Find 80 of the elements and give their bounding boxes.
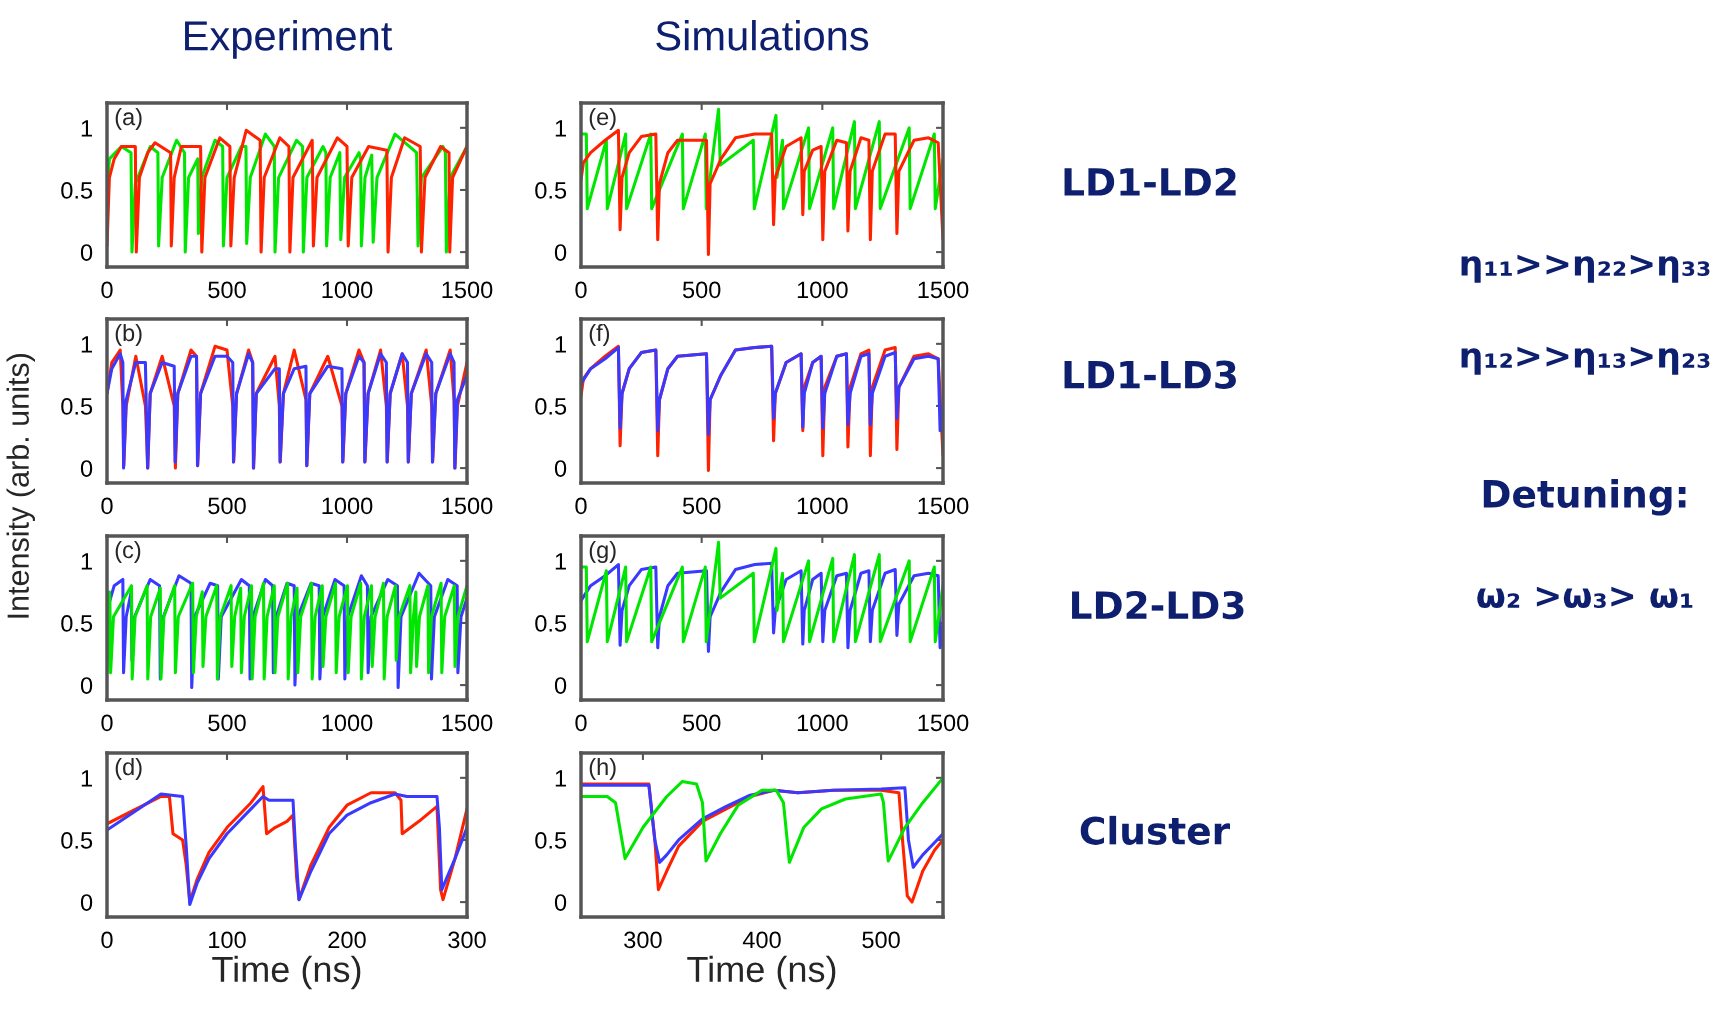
- y-tick-label: 0: [554, 244, 567, 261]
- x-tick-label: 0: [101, 931, 113, 949]
- y-tick-label: 0.5: [535, 398, 567, 415]
- text: LD1-LD2: [1064, 167, 1236, 196]
- x-tick-label: 500: [682, 497, 721, 515]
- annotation: (b): [115, 323, 142, 346]
- y-tick-label: 0: [80, 894, 93, 911]
- x-tick-label: 1500: [918, 281, 969, 299]
- x-tick-label: 500: [682, 714, 721, 732]
- y-tick-label: 0: [554, 460, 567, 477]
- chart-title: Simulations: [656, 20, 869, 51]
- x-tick-label: 1000: [797, 497, 848, 515]
- annotation: (f): [589, 323, 610, 346]
- y-tick-label: 0.5: [535, 615, 567, 632]
- annotation: (d): [115, 757, 142, 780]
- y-axis-title: Intensity (arb. units): [6, 354, 35, 618]
- x-tick-label: 0: [575, 497, 587, 515]
- y-tick-label: 1: [555, 553, 566, 570]
- y-tick-label: 1: [555, 770, 566, 787]
- y-tick-label: 0: [80, 244, 93, 261]
- x-axis-title: Time (ns): [212, 955, 361, 990]
- y-tick-label: 0: [80, 460, 93, 477]
- line-series: [581, 128, 943, 257]
- y-tick-label: 1: [81, 336, 92, 353]
- x-tick-label: 500: [682, 281, 721, 299]
- x-tick-label: 0: [101, 497, 113, 515]
- y-tick-label: 1: [555, 120, 566, 137]
- y-tick-label: 0: [80, 677, 93, 694]
- x-tick-label: 1500: [442, 714, 493, 732]
- chart-title: Experiment: [185, 20, 393, 59]
- x-axis-title: Time (ns): [687, 955, 836, 990]
- x-tick-label: 300: [624, 931, 662, 949]
- line-series: [107, 581, 467, 681]
- x-tick-label: 0: [101, 714, 113, 732]
- annotation: (c): [115, 540, 141, 563]
- x-tick-label: 1500: [442, 497, 493, 515]
- text: LD1-LD3: [1064, 360, 1236, 389]
- y-tick-label: 0.5: [61, 615, 93, 632]
- x-tick-label: 500: [208, 714, 246, 732]
- x-tick-label: 0: [101, 281, 113, 299]
- y-tick-label: 0.5: [535, 832, 567, 849]
- y-tick-label: 0.5: [535, 182, 567, 199]
- y-tick-label: 1: [81, 553, 92, 570]
- x-tick-label: 1500: [918, 714, 969, 732]
- x-tick-label: 0: [575, 281, 587, 299]
- x-tick-label: 0: [575, 714, 587, 732]
- x-tick-label: 400: [742, 931, 781, 949]
- text: Detuning:: [1483, 478, 1686, 516]
- y-tick-label: 0.5: [61, 398, 93, 415]
- x-tick-label: 300: [448, 931, 486, 949]
- x-tick-label: 200: [328, 931, 366, 949]
- line-series: [581, 540, 943, 644]
- x-tick-label: 100: [209, 931, 246, 949]
- x-tick-label: 1000: [322, 714, 373, 732]
- line-series: [581, 344, 943, 437]
- y-tick-label: 1: [81, 120, 92, 137]
- x-tick-label: 500: [208, 281, 246, 299]
- x-tick-label: 500: [862, 931, 900, 949]
- y-tick-label: 0.5: [61, 182, 93, 199]
- y-tick-label: 1: [555, 336, 566, 353]
- annotation: (h): [589, 757, 616, 780]
- y-tick-label: 1: [81, 770, 92, 787]
- text: η₁₁>>η₂₂>η₃₃: [1461, 254, 1710, 283]
- x-tick-label: 500: [208, 497, 246, 515]
- x-tick-label: 1000: [322, 281, 373, 299]
- text: η₁₂>>η₁₃>η₂₃: [1461, 346, 1710, 375]
- x-tick-label: 1500: [918, 497, 969, 515]
- annotation: (a): [115, 107, 142, 130]
- y-tick-label: 0: [554, 677, 567, 694]
- x-tick-label: 1000: [322, 497, 373, 515]
- annotation: (e): [589, 107, 616, 130]
- x-tick-label: 1000: [797, 281, 848, 299]
- text: LD2-LD3: [1072, 590, 1244, 620]
- annotation: (g): [589, 540, 616, 563]
- text: ω₂ >ω₃> ω₁: [1477, 586, 1693, 609]
- x-tick-label: 1000: [797, 714, 848, 732]
- y-tick-label: 0: [554, 894, 567, 911]
- text: Cluster: [1080, 815, 1231, 845]
- y-tick-label: 0.5: [61, 832, 93, 849]
- x-tick-label: 1500: [442, 281, 493, 299]
